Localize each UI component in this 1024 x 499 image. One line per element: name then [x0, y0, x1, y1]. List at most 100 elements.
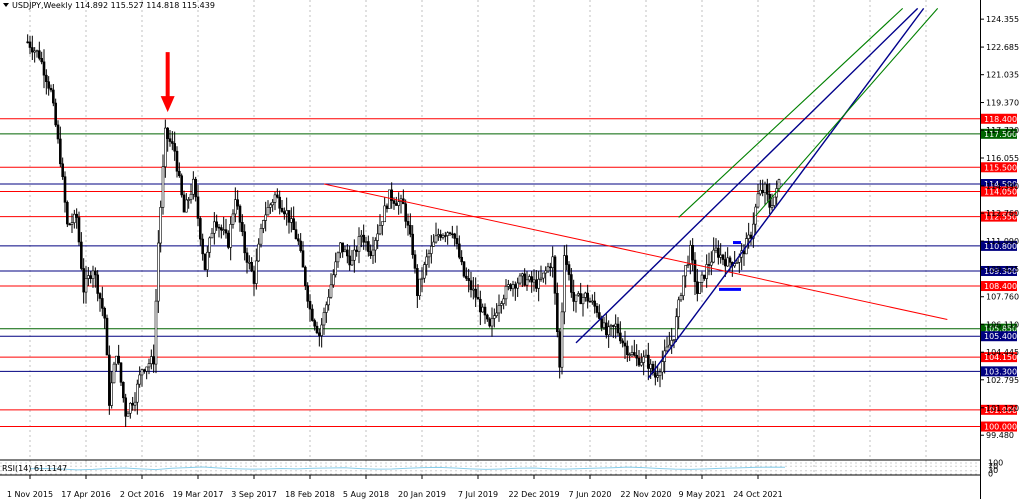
candle-body: [110, 382, 113, 406]
red-arrow-head: [160, 96, 175, 113]
candle-body: [322, 312, 326, 326]
candle-body: [360, 234, 363, 237]
candle-body: [626, 345, 629, 355]
candle-body: [621, 340, 624, 344]
candle-body: [262, 220, 265, 229]
candle-body: [630, 352, 634, 355]
candle-body: [682, 275, 685, 296]
x-tick-label: 22 Nov 2020: [620, 490, 671, 499]
candle-body: [738, 256, 741, 263]
candle-body: [255, 260, 258, 284]
candle-body: [591, 300, 594, 303]
candle-body: [341, 242, 344, 253]
candle-body: [138, 374, 141, 385]
candle-body: [691, 245, 694, 261]
candle-body: [763, 183, 767, 193]
candle-body: [395, 203, 398, 206]
grid: [29, 0, 927, 475]
candle-body: [299, 240, 302, 251]
triangle-down-icon[interactable]: [3, 3, 9, 7]
level-badge-108.400: [981, 281, 1017, 292]
candle-body: [469, 280, 473, 291]
candle-body: [313, 320, 316, 327]
y-tick-label: 122.685: [986, 43, 1019, 52]
candle-body: [493, 315, 496, 319]
level-badge-114.500: [981, 179, 1017, 189]
candle-body: [206, 251, 209, 270]
candle-body: [565, 255, 568, 265]
candle-body: [131, 403, 134, 406]
rsi-scale-label: 70: [988, 462, 998, 471]
rsi-scale-label: 100: [988, 459, 1003, 468]
candle-body: [77, 217, 81, 243]
candle-body: [98, 293, 102, 299]
candle-body: [367, 241, 370, 252]
candle-body: [327, 296, 330, 306]
candle-body: [266, 207, 270, 216]
candle-body: [355, 249, 358, 252]
candle-body: [600, 318, 603, 328]
candle-body: [689, 245, 692, 265]
candle-body: [656, 375, 659, 378]
candle-body: [584, 292, 587, 298]
candle-body: [733, 263, 736, 267]
candle-body: [602, 322, 606, 328]
level-badge-label: 114.050: [984, 188, 1017, 197]
candle-body: [245, 252, 249, 263]
level-badge-label: 103.300: [984, 367, 1017, 376]
level-badge-label: 108.400: [984, 282, 1017, 291]
candle-body: [749, 234, 753, 239]
candle-body: [250, 261, 253, 272]
candle-body: [208, 237, 211, 253]
candle-body: [684, 265, 687, 277]
level-badge-101.000: [981, 404, 1017, 415]
candle-body: [56, 124, 60, 140]
candle-body: [525, 279, 529, 286]
candle-body: [549, 266, 552, 269]
y-tick-label: 119.370: [986, 99, 1019, 108]
candle-body: [87, 275, 90, 279]
candle-body: [397, 201, 400, 206]
x-tick-label: 24 Oct 2021: [733, 490, 782, 499]
candle-body: [150, 356, 153, 364]
level-badge-110.800: [981, 240, 1017, 251]
candle-body: [705, 264, 708, 279]
candle-body: [180, 175, 183, 196]
candle-body: [369, 251, 372, 257]
candle-body: [80, 241, 83, 269]
candle-body: [40, 58, 43, 63]
candle-body: [238, 205, 242, 223]
candle-body: [409, 224, 412, 235]
candle-body: [371, 249, 375, 257]
candle-body: [649, 363, 652, 369]
candle-body: [735, 262, 739, 264]
candle-body: [448, 232, 452, 235]
candle-body: [217, 226, 221, 229]
candle-body: [539, 277, 543, 280]
candle-body: [292, 218, 295, 230]
candle-body: [185, 199, 188, 213]
candle-body: [136, 383, 139, 403]
candle-body: [770, 205, 774, 208]
candle-body: [82, 268, 85, 293]
candle-body: [75, 213, 78, 218]
y-tick-label: 114.390: [986, 182, 1019, 191]
candle-body: [220, 227, 223, 231]
blue-channel-line: [575, 7, 919, 344]
candle-body: [145, 366, 148, 372]
level-badge-100.000: [981, 421, 1017, 432]
candle-body: [26, 41, 29, 44]
candle-body: [593, 300, 596, 307]
candle-body: [297, 238, 300, 242]
candle-body: [693, 259, 697, 282]
candle-body: [147, 363, 151, 368]
candle-body: [551, 256, 554, 268]
candle-body: [173, 143, 176, 152]
candle-body: [558, 331, 561, 368]
x-tick-label: 19 Mar 2017: [173, 490, 224, 499]
candle-body: [213, 221, 216, 234]
candle-body: [229, 224, 232, 248]
candle-body: [644, 354, 648, 358]
candle-body: [108, 354, 111, 406]
candle-body: [434, 235, 438, 243]
